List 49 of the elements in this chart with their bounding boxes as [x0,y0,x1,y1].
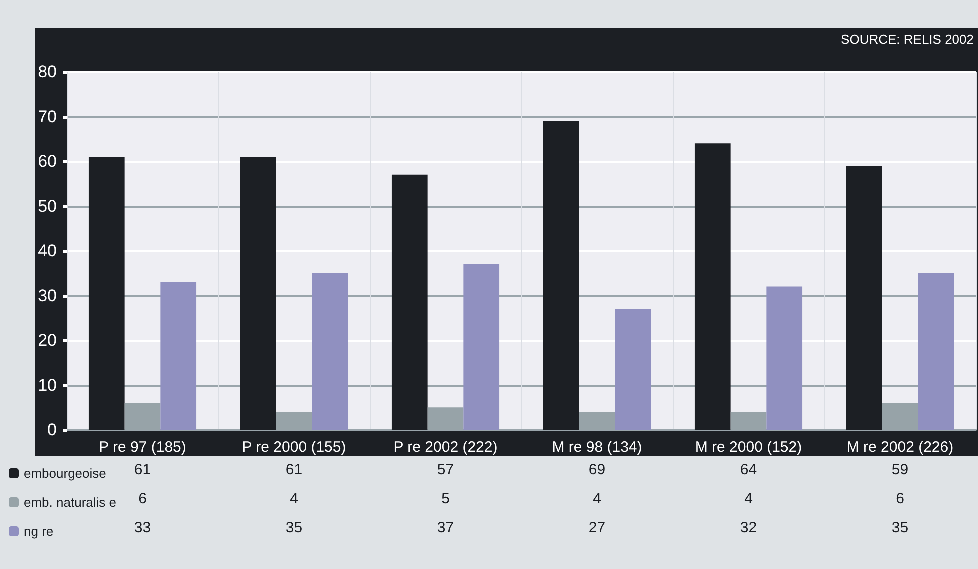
data-label: 33 [134,520,152,536]
x-tick-label: M re 2000 (152) [695,439,802,456]
bar [766,286,803,430]
data-label: 6 [896,490,904,508]
data-label: 64 [740,462,758,478]
x-tick-label: P re 2000 (155) [242,439,346,456]
bar [464,264,500,430]
bar [615,309,652,430]
y-tick-label: 10 [38,376,57,395]
legend-label: emb. naturalis e [24,495,116,510]
bar [846,166,882,430]
y-tick-label: 70 [38,107,57,126]
y-tick-label: 20 [38,331,57,350]
data-label: 35 [286,520,303,536]
legend-label: ng re [24,524,54,539]
x-tick-label: P re 2002 (222) [394,439,498,456]
data-label: 61 [134,462,152,478]
bar [312,273,348,430]
data-label: 4 [593,490,602,508]
data-label: 57 [437,462,454,478]
data-label: 5 [442,490,450,508]
x-tick-label: M re 2002 (226) [846,439,954,456]
data-label: 35 [892,520,909,536]
data-label: 27 [588,520,606,536]
data-label: 61 [286,462,303,478]
source-note: SOURCE: RELIS 2002 [841,32,974,47]
x-tick-label: P re 97 (185) [99,439,186,456]
bar [543,121,580,430]
y-tick-label: 50 [38,196,57,216]
data-label: 59 [892,462,909,478]
data-label: 6 [138,490,147,508]
y-tick-label: 30 [38,286,57,306]
data-label: 37 [437,520,454,536]
data-label: 69 [588,462,606,478]
data-label: 4 [744,490,753,508]
y-tick-label: 40 [38,242,57,260]
legend-label: embourgeoise [24,466,106,481]
y-tick-label: 60 [38,152,57,171]
bar [918,273,954,430]
bar [88,157,125,430]
data-label: 4 [290,490,298,508]
x-tick-label: M re 98 (134) [552,439,642,456]
data-label: 32 [740,520,758,536]
bar [240,157,276,430]
bar [160,282,197,430]
bar [694,144,731,430]
bar [392,174,428,430]
y-tick-label: 80 [38,62,57,82]
y-tick-label: 0 [48,420,57,440]
